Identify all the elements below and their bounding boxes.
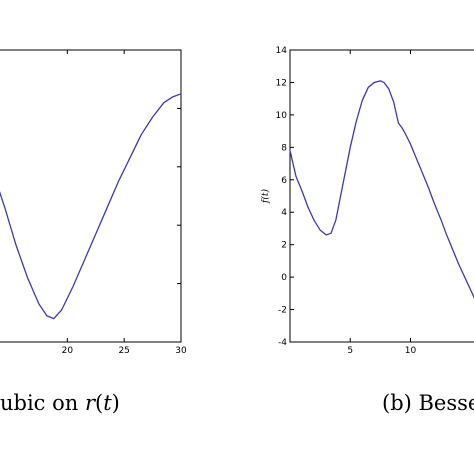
right-y-tick-label: -2 xyxy=(278,306,287,316)
right-x-tick-labels: 5 10 xyxy=(347,346,416,356)
left-plot-frame xyxy=(0,49,182,343)
right-y-tick-label: 8 xyxy=(281,143,287,153)
right-y-tick-label: -4 xyxy=(278,338,287,348)
right-y-tick-labels: -4 -2 0 2 4 6 8 10 12 14 xyxy=(276,46,288,348)
right-tick-marks xyxy=(290,49,411,343)
right-y-tick-label: 6 xyxy=(281,176,287,186)
left-x-tick-label: 25 xyxy=(118,346,129,356)
right-caption: (b) Besse xyxy=(382,391,474,415)
left-x-tick-label: 30 xyxy=(175,346,187,356)
right-y-tick-label: 14 xyxy=(276,46,288,56)
left-caption: ubic on r(t) xyxy=(0,391,120,415)
left-x-tick-label: 20 xyxy=(62,346,74,356)
right-y-tick-label: 10 xyxy=(276,111,288,121)
right-x-tick-label: 5 xyxy=(347,346,353,356)
right-y-tick-label: 0 xyxy=(281,273,287,283)
left-series-line xyxy=(0,93,182,320)
right-chart: 5 10 -4 -2 0 2 4 6 8 10 12 14 f(t) (b) Besse xyxy=(260,46,474,415)
right-y-axis-label: f(t) xyxy=(260,189,271,204)
right-y-tick-label: 2 xyxy=(281,241,287,251)
left-chart: 20 25 30 ubic on r(t) xyxy=(0,49,187,415)
right-x-tick-label: 10 xyxy=(405,346,417,356)
right-y-tick-label: 12 xyxy=(276,78,287,88)
left-x-tick-labels: 20 25 30 xyxy=(62,346,187,356)
right-plot-frame xyxy=(289,49,474,343)
right-series-line xyxy=(289,80,474,299)
right-y-tick-label: 4 xyxy=(281,208,287,218)
left-tick-marks xyxy=(66,50,182,342)
